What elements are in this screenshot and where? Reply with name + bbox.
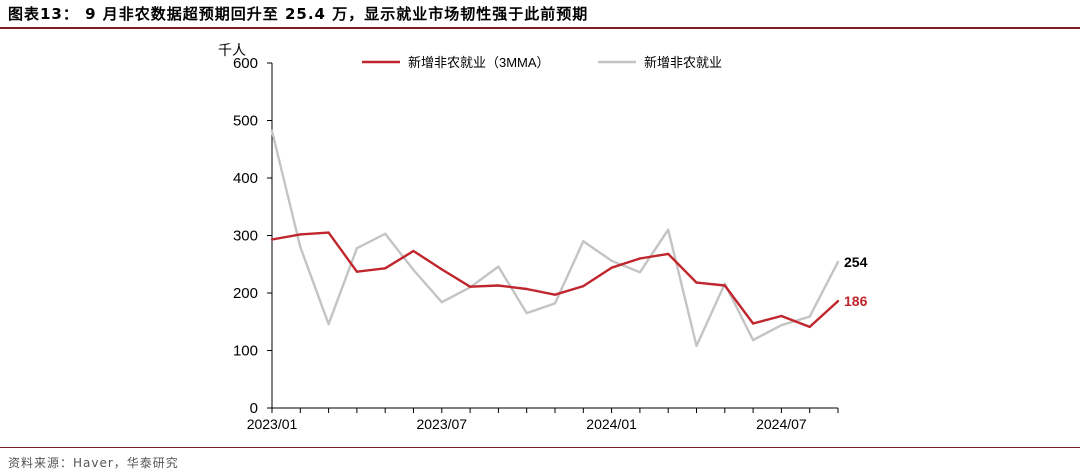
x-tick-label: 2024/01 (586, 416, 637, 432)
series-2-point (780, 324, 783, 327)
y-tick-label: 200 (233, 285, 258, 302)
series-2-point (808, 315, 811, 318)
legend-label-1: 新增非农就业（3MMA） (408, 55, 550, 70)
series-1-point (553, 293, 557, 296)
y-tick-label: 300 (233, 228, 258, 245)
end-labels: 186 254 (844, 254, 868, 309)
series-1-point (695, 281, 698, 284)
y-tick-label: 100 (233, 343, 258, 360)
series-1-point (355, 270, 359, 273)
series-group (270, 129, 840, 348)
series-1-point (723, 284, 726, 287)
series-1-point (299, 233, 302, 236)
series-2-point (638, 271, 642, 274)
x-tick-label: 2023/07 (416, 416, 467, 432)
end-label-1: 186 (844, 293, 868, 309)
legend-label-2: 新增非农就业 (644, 55, 722, 70)
series-2-point (412, 268, 415, 272)
series-2-point (836, 260, 840, 264)
source-rule (0, 447, 1080, 448)
legend: 新增非农就业（3MMA） 新增非农就业 (362, 55, 722, 70)
series-2-point (440, 301, 443, 304)
series-2-point (384, 232, 387, 235)
series-line-1 (271, 231, 839, 329)
series-1-point (525, 287, 528, 291)
series-2-point (582, 240, 585, 243)
y-tick-label: 600 (233, 55, 258, 72)
series-1-point (270, 238, 274, 241)
series-1-point (780, 314, 783, 318)
series-1-point (808, 325, 811, 329)
series-1-point (836, 299, 840, 303)
series-1-point (610, 266, 613, 269)
series-2-point (355, 246, 359, 250)
series-2-point (270, 129, 274, 133)
series-2-point (610, 259, 613, 262)
y-tick-label: 0 (250, 400, 258, 417)
series-2-point (695, 344, 698, 348)
series-1-point (497, 284, 500, 287)
series-1-point (440, 268, 443, 271)
series-2-point (667, 228, 670, 231)
series-1-point (667, 252, 670, 256)
series-1-point (384, 267, 387, 270)
x-tick-label: 2023/01 (247, 416, 298, 432)
series-2-point (299, 245, 302, 249)
x-tick-label: 2024/07 (756, 416, 807, 432)
series-1-point (582, 284, 585, 288)
y-axis-unit: 千人 (218, 42, 246, 58)
series-2-point (525, 311, 528, 315)
x-axis: 2023/01 2023/07 2024/01 2024/07 (247, 407, 839, 432)
series-1-point (327, 231, 330, 234)
series-1-point (468, 285, 472, 288)
source-note: 资料来源：Haver，华泰研究 (8, 456, 179, 470)
series-1-point (412, 249, 415, 253)
y-axis: 0 100 200 300 400 500 600 (233, 55, 273, 417)
series-2-point (327, 322, 330, 326)
figure-title: 图表13： 9 月非农数据超预期回升至 25.4 万，显示就业市场韧性强于此前预… (8, 5, 589, 23)
y-tick-label: 500 (233, 113, 258, 130)
series-2-point (497, 265, 500, 268)
series-1-point (638, 257, 642, 260)
series-1-point (751, 322, 755, 325)
y-tick-label: 400 (233, 170, 258, 187)
end-label-2: 254 (844, 254, 868, 270)
series-2-point (553, 302, 557, 305)
series-2-point (751, 338, 755, 342)
title-rule (0, 27, 1080, 29)
series-line-2 (270, 130, 840, 348)
